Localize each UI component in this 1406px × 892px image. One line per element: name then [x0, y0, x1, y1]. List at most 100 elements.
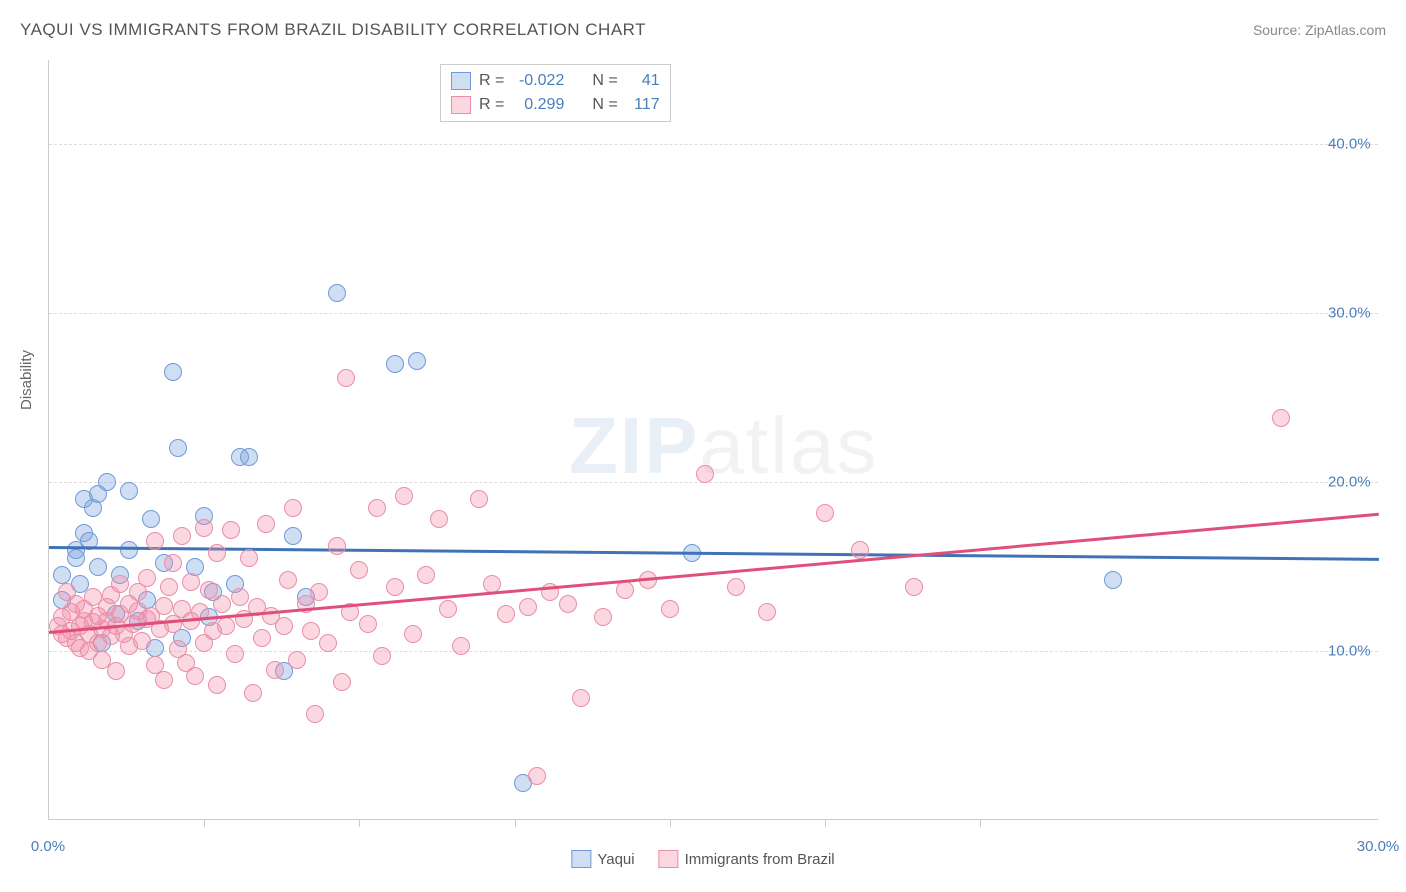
data-point-yaqui [98, 473, 116, 491]
n-value-yaqui: 41 [626, 69, 660, 93]
data-point-brazil [319, 634, 337, 652]
legend-item-yaqui: Yaqui [571, 850, 634, 868]
data-point-yaqui [1104, 571, 1122, 589]
data-point-brazil [213, 595, 231, 613]
chart-title: YAQUI VS IMMIGRANTS FROM BRAZIL DISABILI… [20, 20, 646, 40]
data-point-brazil [310, 583, 328, 601]
data-point-brazil [1272, 409, 1290, 427]
data-point-brazil [284, 499, 302, 517]
data-point-yaqui [408, 352, 426, 370]
data-point-brazil [359, 615, 377, 633]
x-tick [515, 819, 516, 827]
watermark-prefix: ZIP [569, 401, 699, 490]
r-value-brazil: 0.299 [512, 93, 564, 117]
legend-label-yaqui: Yaqui [597, 851, 634, 868]
data-point-yaqui [142, 510, 160, 528]
data-point-brazil [816, 504, 834, 522]
x-tick-label: 0.0% [31, 838, 65, 855]
data-point-yaqui [284, 527, 302, 545]
data-point-brazil [133, 632, 151, 650]
y-tick-label: 30.0% [1328, 305, 1371, 322]
data-point-brazil [279, 571, 297, 589]
data-point-brazil [430, 510, 448, 528]
source-attribution: Source: ZipAtlas.com [1253, 22, 1386, 38]
gridline [49, 144, 1378, 145]
data-point-brazil [758, 603, 776, 621]
data-point-yaqui [169, 439, 187, 457]
data-point-yaqui [240, 448, 258, 466]
data-point-yaqui [120, 541, 138, 559]
y-axis-label: Disability [18, 350, 35, 410]
data-point-brazil [395, 487, 413, 505]
data-point-brazil [111, 575, 129, 593]
data-point-brazil [107, 662, 125, 680]
r-value-yaqui: -0.022 [512, 69, 564, 93]
data-point-brazil [350, 561, 368, 579]
data-point-brazil [594, 608, 612, 626]
data-point-brazil [257, 515, 275, 533]
data-point-brazil [208, 544, 226, 562]
data-point-brazil [337, 369, 355, 387]
data-point-brazil [275, 617, 293, 635]
data-point-brazil [905, 578, 923, 596]
data-point-brazil [404, 625, 422, 643]
data-point-brazil [222, 521, 240, 539]
legend-item-brazil: Immigrants from Brazil [659, 850, 835, 868]
n-label: N = [592, 69, 617, 93]
watermark-suffix: atlas [699, 401, 878, 490]
data-point-brazil [182, 573, 200, 591]
data-point-brazil [208, 676, 226, 694]
data-point-brazil [373, 647, 391, 665]
stats-row-brazil: R =0.299N =117 [451, 93, 660, 117]
data-point-brazil [146, 532, 164, 550]
data-point-brazil [160, 578, 178, 596]
data-point-yaqui [67, 549, 85, 567]
data-point-brazil [519, 598, 537, 616]
n-value-brazil: 117 [626, 93, 660, 117]
data-point-brazil [386, 578, 404, 596]
gridline [49, 651, 1378, 652]
data-point-brazil [164, 554, 182, 572]
x-tick [980, 819, 981, 827]
y-tick-label: 10.0% [1328, 643, 1371, 660]
data-point-brazil [661, 600, 679, 618]
data-point-brazil [244, 684, 262, 702]
legend-swatch-yaqui [571, 850, 591, 868]
header: YAQUI VS IMMIGRANTS FROM BRAZIL DISABILI… [20, 20, 1386, 40]
x-tick [825, 819, 826, 827]
y-tick-label: 20.0% [1328, 474, 1371, 491]
stats-row-yaqui: R = -0.022 N = 41 [451, 69, 660, 93]
bottom-legend: Yaqui Immigrants from Brazil [571, 850, 834, 868]
legend-swatch-brazil [659, 850, 679, 868]
data-point-brazil [559, 595, 577, 613]
gridline [49, 313, 1378, 314]
data-point-brazil [368, 499, 386, 517]
data-point-brazil [306, 705, 324, 723]
data-point-yaqui [120, 482, 138, 500]
data-point-brazil [333, 673, 351, 691]
data-point-brazil [417, 566, 435, 584]
data-point-brazil [302, 622, 320, 640]
data-point-brazil [470, 490, 488, 508]
data-point-brazil [138, 569, 156, 587]
swatch-yaqui [451, 72, 471, 90]
data-point-brazil [231, 588, 249, 606]
legend-label-brazil: Immigrants from Brazil [685, 851, 835, 868]
r-label: R = [479, 69, 504, 93]
data-point-brazil [253, 629, 271, 647]
data-point-brazil [616, 581, 634, 599]
data-point-brazil [851, 541, 869, 559]
data-point-brazil [452, 637, 470, 655]
plot-area: ZIPatlas [48, 60, 1378, 820]
data-point-brazil [240, 549, 258, 567]
trend-line-brazil [49, 513, 1379, 634]
data-point-brazil [439, 600, 457, 618]
data-point-yaqui [386, 355, 404, 373]
x-tick [204, 819, 205, 827]
data-point-yaqui [328, 284, 346, 302]
data-point-brazil [727, 578, 745, 596]
x-tick-label: 30.0% [1357, 838, 1400, 855]
gridline [49, 482, 1378, 483]
data-point-brazil [696, 465, 714, 483]
data-point-brazil [155, 671, 173, 689]
